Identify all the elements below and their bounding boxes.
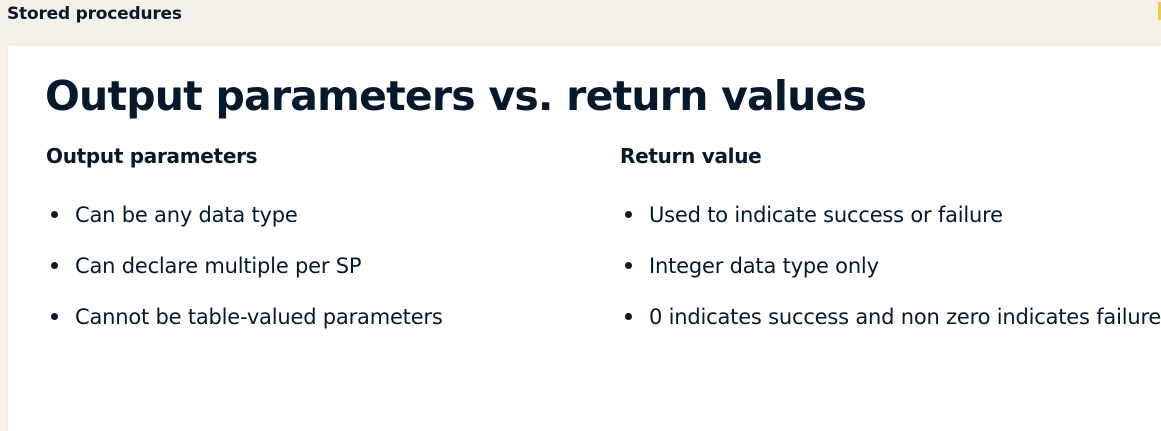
slide-title: Output parameters vs. return values <box>45 72 867 120</box>
list-item: Integer data type only <box>620 247 1161 285</box>
top-bar: Stored procedures <box>0 0 1161 44</box>
list-item: Cannot be table-valued parameters <box>46 298 586 336</box>
return-value-column: Return value Used to indicate success or… <box>620 144 1161 329</box>
list-item-text: Integer data type only <box>649 254 879 278</box>
list-item-text: Can declare multiple per SP <box>75 254 362 278</box>
bullet-icon <box>51 211 58 218</box>
output-parameters-column: Output parameters Can be any data type C… <box>46 144 586 329</box>
output-parameters-heading: Output parameters <box>46 144 258 168</box>
bullet-icon <box>625 262 632 269</box>
bullet-icon <box>625 211 632 218</box>
list-item: 0 indicates success and non zero indicat… <box>620 298 1161 336</box>
list-item: Used to indicate success or failure <box>620 196 1161 234</box>
bullet-icon <box>625 313 632 320</box>
output-parameters-list: Can be any data type Can declare multipl… <box>46 196 586 349</box>
list-item-text: Cannot be table-valued parameters <box>75 305 443 329</box>
slide: Output parameters vs. return values Outp… <box>8 46 1161 431</box>
list-item-text: Can be any data type <box>75 203 298 227</box>
return-value-heading: Return value <box>620 144 762 168</box>
list-item: Can be any data type <box>46 196 586 234</box>
list-item-text: 0 indicates success and non zero indicat… <box>649 305 1161 329</box>
list-item: Can declare multiple per SP <box>46 247 586 285</box>
bullet-icon <box>51 262 58 269</box>
return-value-list: Used to indicate success or failure Inte… <box>620 196 1161 349</box>
list-item-text: Used to indicate success or failure <box>649 203 1003 227</box>
course-title: Stored procedures <box>7 4 182 24</box>
accent-marker <box>1158 2 1161 20</box>
bullet-icon <box>51 313 58 320</box>
